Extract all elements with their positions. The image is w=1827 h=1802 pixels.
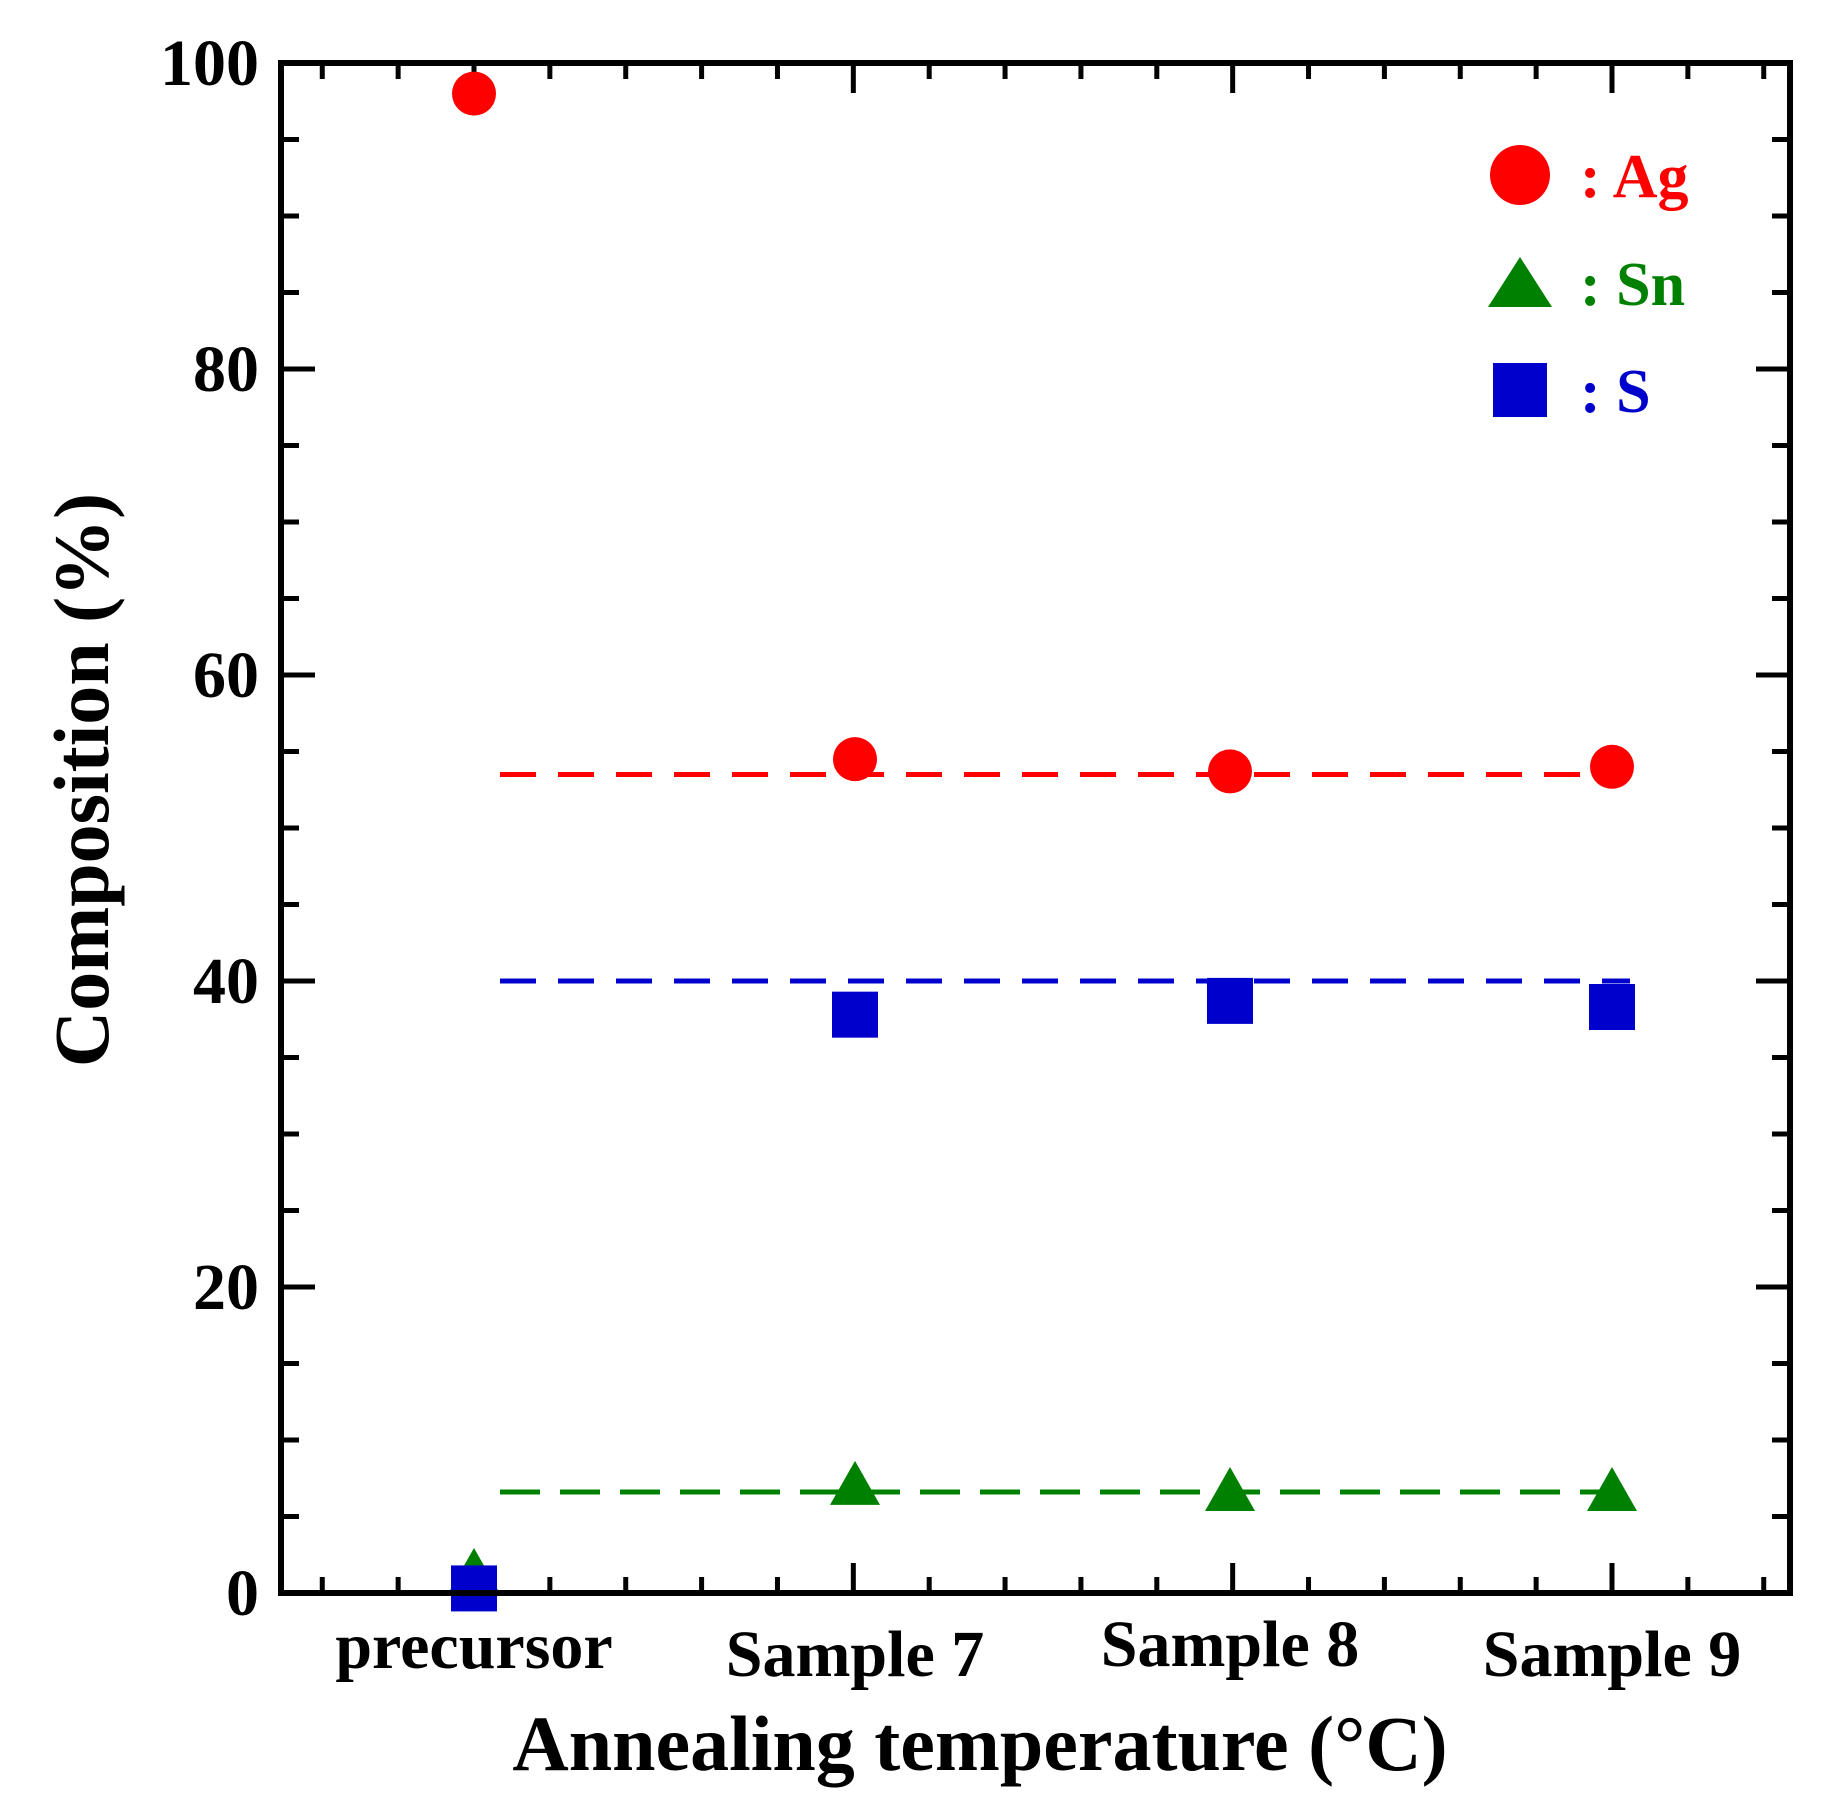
legend-label-s: : S	[1580, 358, 1651, 426]
point-sn-sample-7	[830, 1460, 880, 1505]
y-axis-title: Composition (%)	[38, 493, 125, 1067]
y-tick-label: 20	[193, 1251, 259, 1324]
y-tick-label: 80	[193, 333, 259, 406]
point-sn-sample-9	[1587, 1466, 1637, 1511]
x-tick-labels: precursor Sample 7 Sample 8 Sample 9	[335, 1608, 1741, 1691]
point-ag-sample-9	[1590, 744, 1634, 789]
point-sn-sample-8	[1205, 1466, 1255, 1511]
legend-marker-s	[1493, 363, 1547, 417]
legend-marker-ag	[1490, 145, 1550, 205]
y-tick-label: 60	[193, 639, 259, 712]
legend: : Ag : Sn : S	[1488, 143, 1689, 426]
x-tick-label: Sample 9	[1483, 1618, 1742, 1691]
y-tick-label: 100	[160, 27, 259, 100]
point-s-precursor	[451, 1565, 497, 1612]
data-points	[449, 71, 1637, 1612]
point-ag-precursor	[452, 71, 496, 116]
y-tick-label: 0	[226, 1557, 259, 1630]
x-tick-label: Sample 8	[1101, 1608, 1360, 1681]
plot-frame	[278, 60, 1793, 1596]
point-s-sample-9	[1589, 984, 1635, 1031]
y-tick-label: 40	[193, 945, 259, 1018]
point-ag-sample-7	[833, 737, 877, 782]
point-ag-sample-8	[1208, 749, 1252, 794]
y-tick-labels: 0 20 40 60 80 100	[160, 27, 259, 1630]
legend-label-ag: : Ag	[1580, 143, 1689, 211]
point-s-sample-7	[832, 991, 878, 1038]
legend-label-sn: : Sn	[1580, 251, 1685, 319]
reference-lines	[500, 771, 1630, 1495]
x-tick-label: Sample 7	[726, 1618, 985, 1691]
x-axis-title: Annealing temperature (°C)	[512, 1700, 1447, 1787]
point-s-sample-8	[1207, 977, 1253, 1024]
legend-marker-sn	[1488, 257, 1552, 307]
x-tick-label: precursor	[335, 1610, 612, 1683]
